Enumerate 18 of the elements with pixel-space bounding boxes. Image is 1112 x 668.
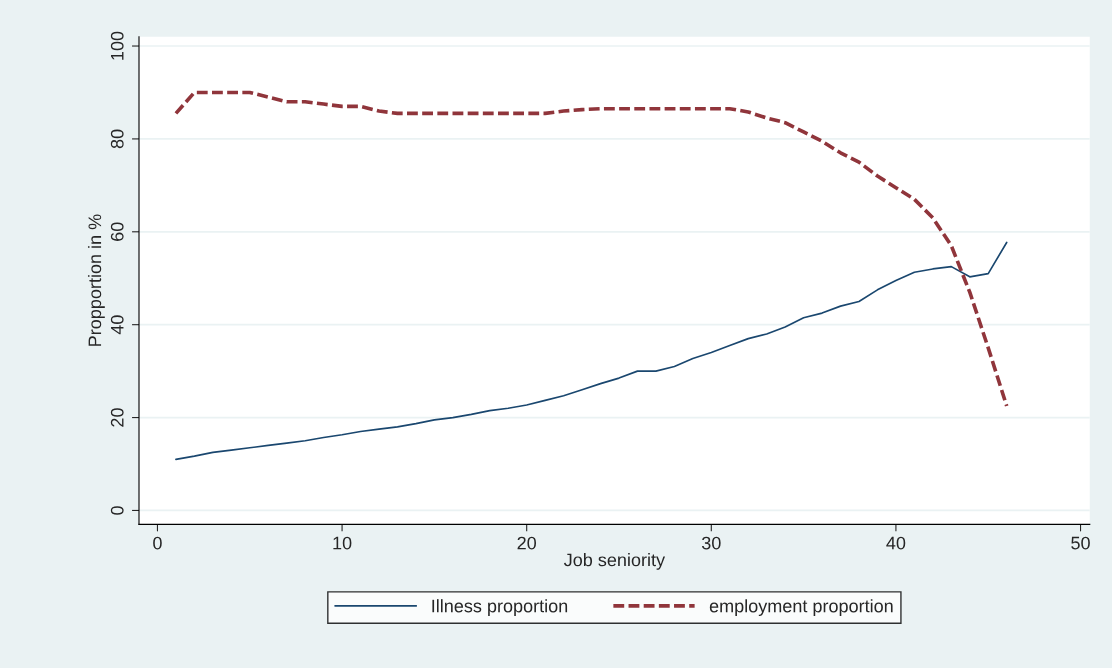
y-tick-label: 100 <box>110 31 124 60</box>
legend-label: employment proportion <box>709 599 893 616</box>
x-tick-label: 10 <box>333 536 352 550</box>
y-tick-label: 40 <box>110 315 124 335</box>
y-tick-label: 80 <box>110 129 124 149</box>
y-tick-label: 0 <box>110 506 124 515</box>
x-tick-label: 40 <box>886 536 906 550</box>
line-series <box>174 90 1009 408</box>
y-axis-title: Propportion in % <box>87 214 105 346</box>
x-tick-label: 30 <box>701 536 721 550</box>
legend-label: Illness proportion <box>432 599 568 616</box>
x-tick-label: 0 <box>153 536 162 550</box>
x-axis-title: Job seniority <box>563 553 666 570</box>
y-tick-label: 20 <box>110 408 124 427</box>
y-tick-label: 60 <box>110 222 124 241</box>
line-series <box>175 241 1008 461</box>
x-tick-label: 20 <box>517 536 537 550</box>
x-tick-label: 50 <box>1071 536 1090 550</box>
